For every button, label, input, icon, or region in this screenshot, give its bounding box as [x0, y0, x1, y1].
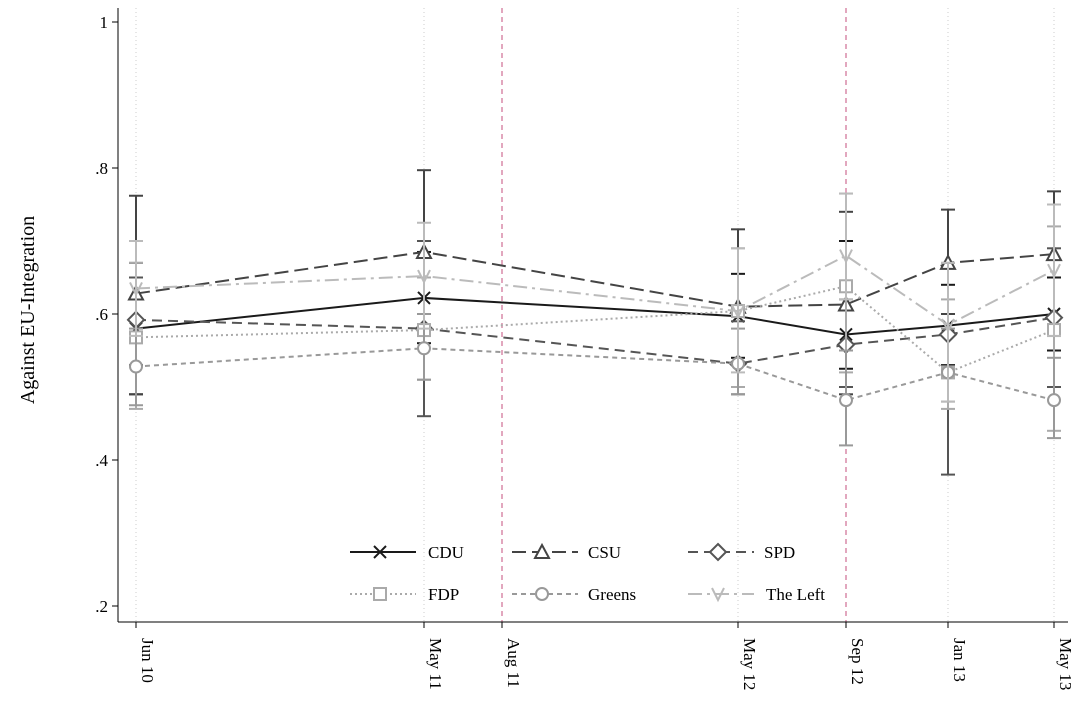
data-point — [1047, 263, 1061, 279]
x-tick-label: Aug 11 — [504, 638, 523, 688]
legend-label: SPD — [764, 543, 795, 562]
data-point — [839, 393, 853, 408]
legend: CDU CSU SPD FDP Greens The Left — [350, 542, 825, 604]
legend-label: Greens — [588, 585, 636, 604]
legend-swatch-marker — [533, 542, 551, 559]
x-tick-label: Sep 12 — [848, 638, 867, 685]
legend-item-cdu: CDU — [350, 543, 464, 562]
y-axis-label: Against EU-Integration — [17, 216, 39, 404]
legend-label: FDP — [428, 585, 459, 604]
legend-swatch-marker — [711, 587, 725, 603]
data-point — [839, 249, 853, 264]
event-lines — [501, 8, 847, 622]
series-cdu — [129, 240, 1061, 396]
y-tick-label: .2 — [95, 597, 108, 616]
series — [126, 169, 1064, 476]
x-tick-label: May 11 — [426, 638, 445, 690]
series-line — [135, 296, 1055, 336]
legend-item-greens: Greens — [512, 585, 636, 604]
axes: 1 .8 .6 .4 .2 Jun 10 May 11 Aug 11 May 12 Sep 12 J… — [95, 8, 1072, 690]
legend-swatch-marker — [708, 542, 728, 562]
legend-item-the-left: The Left — [688, 585, 825, 604]
series-line — [135, 254, 1055, 327]
series-line — [135, 250, 1055, 308]
gridlines — [135, 8, 1055, 622]
series-the-left — [129, 192, 1061, 403]
legend-label: CSU — [588, 543, 621, 562]
series-line — [135, 285, 1055, 374]
x-tick-label: May 12 — [740, 638, 759, 690]
series-fdp — [129, 192, 1061, 432]
data-point — [731, 304, 745, 320]
legend-label: The Left — [766, 585, 825, 604]
x-tick-label: May 13 — [1056, 638, 1072, 690]
legend-item-fdp: FDP — [350, 585, 459, 604]
legend-item-csu: CSU — [512, 542, 621, 562]
series-csu — [127, 169, 1063, 396]
series-line — [135, 347, 1055, 402]
x-tick-label: Jun 10 — [138, 638, 157, 683]
legend-label: CDU — [428, 543, 464, 562]
legend-item-spd: SPD — [688, 542, 795, 562]
y-tick-label: .8 — [95, 159, 108, 178]
x-tick-label: Jan 13 — [950, 638, 969, 682]
series-greens — [129, 313, 1061, 447]
data-point — [129, 359, 143, 374]
legend-swatch-marker — [373, 587, 387, 601]
data-point — [1047, 393, 1061, 408]
data-point — [941, 318, 955, 334]
data-point — [417, 341, 431, 356]
y-tick-label: .6 — [95, 305, 108, 324]
y-tick-label: .4 — [95, 451, 108, 470]
y-tick-label: 1 — [100, 13, 109, 32]
series-spd — [126, 240, 1064, 476]
data-point — [129, 282, 143, 297]
series-line — [135, 316, 1055, 365]
legend-swatch-marker — [373, 545, 387, 559]
data-point — [417, 269, 431, 285]
legend-swatch-marker — [535, 587, 549, 601]
